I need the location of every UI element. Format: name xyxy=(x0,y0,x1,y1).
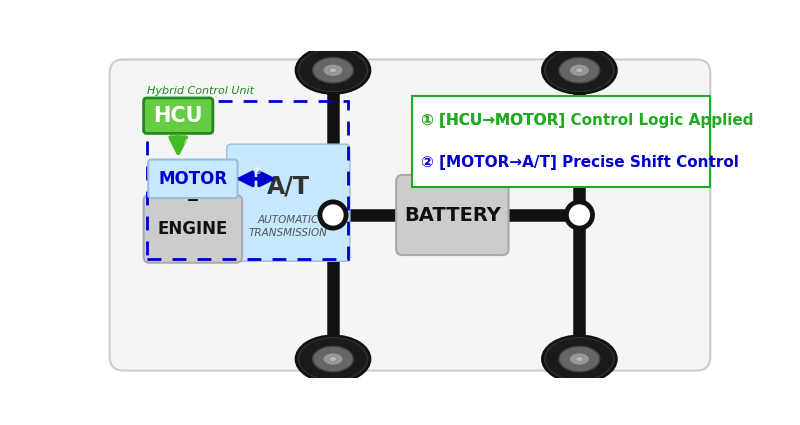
Ellipse shape xyxy=(546,49,614,92)
Ellipse shape xyxy=(542,336,616,382)
Text: ENGINE: ENGINE xyxy=(158,220,228,238)
Text: ① [HCU→MOTOR]: ① [HCU→MOTOR] xyxy=(421,113,565,128)
Ellipse shape xyxy=(299,337,367,380)
Text: A/T: A/T xyxy=(267,175,310,198)
Ellipse shape xyxy=(576,357,583,361)
Ellipse shape xyxy=(323,64,343,76)
Ellipse shape xyxy=(546,337,614,380)
Text: ① [HCU→MOTOR] Control Logic Applied: ① [HCU→MOTOR] Control Logic Applied xyxy=(421,113,754,128)
Bar xyxy=(411,96,710,187)
FancyBboxPatch shape xyxy=(396,175,509,255)
Ellipse shape xyxy=(576,68,583,73)
Ellipse shape xyxy=(296,336,370,382)
Text: AUTOMATIC
TRANSMISSION: AUTOMATIC TRANSMISSION xyxy=(249,215,328,238)
Ellipse shape xyxy=(570,64,590,76)
Ellipse shape xyxy=(542,47,616,94)
FancyBboxPatch shape xyxy=(148,159,238,198)
FancyBboxPatch shape xyxy=(226,144,350,261)
Text: ②: ② xyxy=(252,166,261,176)
Text: MOTOR: MOTOR xyxy=(158,170,227,188)
Ellipse shape xyxy=(299,49,367,92)
Ellipse shape xyxy=(313,57,354,83)
Text: BATTERY: BATTERY xyxy=(404,206,501,224)
FancyBboxPatch shape xyxy=(143,98,213,133)
Text: Hybrid Control Unit: Hybrid Control Unit xyxy=(146,86,254,96)
Ellipse shape xyxy=(330,68,337,73)
Circle shape xyxy=(320,202,346,228)
Ellipse shape xyxy=(559,346,600,372)
Ellipse shape xyxy=(323,353,343,366)
Text: ①: ① xyxy=(184,139,192,148)
Bar xyxy=(146,101,349,259)
Ellipse shape xyxy=(559,57,600,83)
FancyBboxPatch shape xyxy=(110,60,710,371)
Circle shape xyxy=(566,202,593,228)
Text: HCU: HCU xyxy=(154,106,203,126)
FancyBboxPatch shape xyxy=(143,195,242,263)
Ellipse shape xyxy=(296,47,370,94)
Ellipse shape xyxy=(330,357,337,361)
Ellipse shape xyxy=(570,353,590,366)
Text: ② [MOTOR→A/T] Precise Shift Control: ② [MOTOR→A/T] Precise Shift Control xyxy=(421,155,738,170)
Ellipse shape xyxy=(313,346,354,372)
